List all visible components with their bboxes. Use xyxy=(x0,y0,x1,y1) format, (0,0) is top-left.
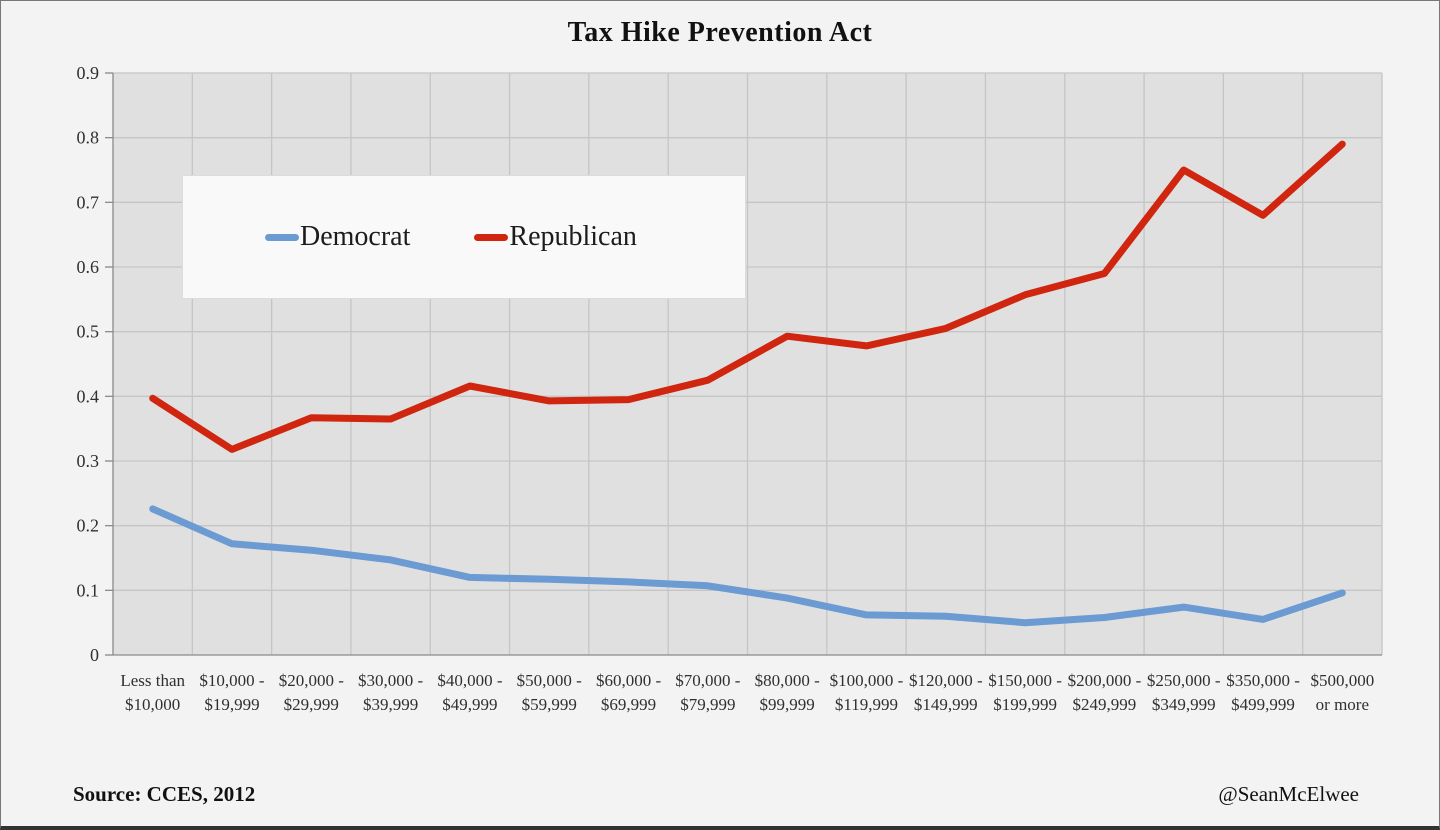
x-category-label: $100,000 - xyxy=(830,671,904,690)
x-category-label: $349,999 xyxy=(1152,695,1216,714)
x-category-label: $79,999 xyxy=(680,695,735,714)
x-category-label: $200,000 - xyxy=(1068,671,1142,690)
legend-item-republican: Republican xyxy=(474,221,637,253)
x-category-label: $250,000 - xyxy=(1147,671,1221,690)
x-category-label: or more xyxy=(1316,695,1369,714)
y-tick-label: 0.3 xyxy=(77,451,100,471)
x-category-label: $69,999 xyxy=(601,695,656,714)
x-category-label: $10,000 xyxy=(125,695,180,714)
legend-label-democrat: Democrat xyxy=(300,221,411,252)
source-note: Source: CCES, 2012 xyxy=(73,782,256,806)
y-tick-label: 0.7 xyxy=(77,192,100,212)
x-category-label: $500,000 xyxy=(1310,671,1374,690)
x-category-label: $80,000 - xyxy=(755,671,821,690)
y-tick-label: 0.2 xyxy=(77,516,100,536)
democrat-line-swatch xyxy=(265,233,299,241)
y-tick-label: 0.6 xyxy=(77,257,100,277)
y-tick-label: 0.4 xyxy=(77,386,100,406)
x-category-label: $10,000 - xyxy=(199,671,265,690)
x-category-label: Less than xyxy=(120,671,185,690)
y-tick-label: 0.8 xyxy=(77,128,100,148)
x-category-label: $70,000 - xyxy=(675,671,741,690)
x-category-label: $499,999 xyxy=(1231,695,1295,714)
x-category-label: $39,999 xyxy=(363,695,418,714)
x-category-label: $350,000 - xyxy=(1226,671,1300,690)
republican-line-swatch xyxy=(474,233,509,241)
chart-title: Tax Hike Prevention Act xyxy=(567,17,873,48)
x-category-label: $60,000 - xyxy=(596,671,662,690)
x-category-label: $40,000 - xyxy=(437,671,503,690)
x-category-label: $150,000 - xyxy=(988,671,1062,690)
x-category-label: $149,999 xyxy=(914,695,978,714)
x-category-label: $59,999 xyxy=(522,695,577,714)
x-category-label: $99,999 xyxy=(760,695,815,714)
republican-line xyxy=(149,140,1346,453)
democrat-line xyxy=(149,505,1346,627)
x-category-label: $199,999 xyxy=(993,695,1057,714)
x-category-label: $249,999 xyxy=(1073,695,1137,714)
x-category-label: $20,000 - xyxy=(279,671,345,690)
legend-label-republican: Republican xyxy=(509,221,637,252)
x-category-label: $29,999 xyxy=(284,695,339,714)
x-category-label: $120,000 - xyxy=(909,671,983,690)
x-category-label: $19,999 xyxy=(204,695,259,714)
legend-box: Democrat Republican xyxy=(182,175,746,299)
author-credit: @SeanMcElwee xyxy=(1218,782,1359,806)
x-category-label: $50,000 - xyxy=(517,671,583,690)
x-category-label: $119,999 xyxy=(835,695,898,714)
x-category-label: $49,999 xyxy=(442,695,497,714)
y-tick-label: 0.1 xyxy=(77,580,100,600)
y-tick-label: 0.9 xyxy=(77,63,100,83)
x-category-label: $30,000 - xyxy=(358,671,424,690)
y-tick-label: 0 xyxy=(90,645,99,665)
legend-item-democrat: Democrat xyxy=(265,221,410,253)
y-tick-label: 0.5 xyxy=(77,322,100,342)
